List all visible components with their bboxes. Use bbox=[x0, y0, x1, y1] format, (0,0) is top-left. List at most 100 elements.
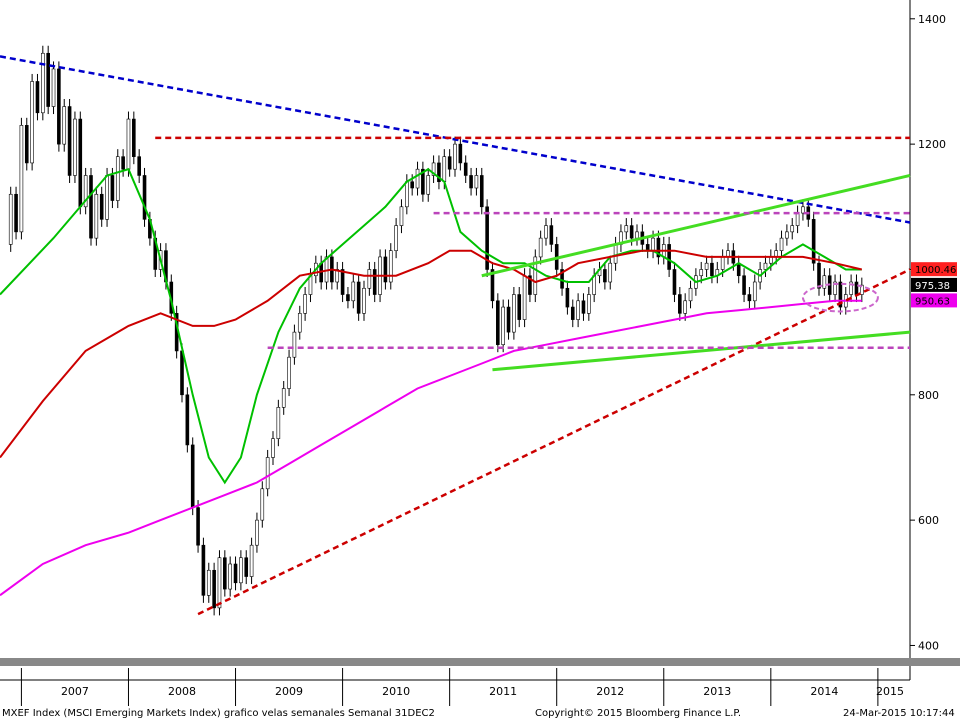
price-candle bbox=[672, 269, 677, 295]
price-candle bbox=[394, 225, 398, 251]
price-candle bbox=[683, 300, 687, 314]
price-candle bbox=[410, 181, 414, 189]
price-candle bbox=[223, 557, 227, 590]
price-candle bbox=[453, 143, 457, 170]
y-tick-label: 800 bbox=[918, 389, 939, 402]
price-candle bbox=[67, 106, 72, 176]
price-candle bbox=[78, 118, 83, 208]
price-candle bbox=[592, 275, 596, 295]
price-candle bbox=[560, 269, 564, 289]
price-candle bbox=[426, 175, 431, 195]
value-label-text: 950.63 bbox=[915, 296, 950, 307]
price-candle bbox=[105, 175, 109, 220]
price-candle bbox=[822, 275, 827, 289]
price-candle bbox=[635, 231, 639, 239]
price-candle bbox=[742, 275, 746, 295]
price-candle bbox=[276, 407, 281, 439]
price-candle bbox=[688, 287, 693, 302]
price-candle bbox=[260, 488, 265, 521]
price-candle bbox=[442, 156, 447, 183]
price-candle bbox=[501, 306, 505, 345]
price-candle bbox=[528, 275, 532, 295]
x-axis-band bbox=[0, 658, 960, 666]
price-candle bbox=[94, 193, 99, 239]
price-candle bbox=[849, 281, 853, 295]
price-candle bbox=[399, 206, 404, 226]
price-candle bbox=[30, 81, 34, 164]
price-candle bbox=[24, 125, 29, 164]
price-candle bbox=[356, 281, 361, 314]
price-candle bbox=[720, 256, 725, 270]
price-candle bbox=[581, 300, 586, 314]
price-candle bbox=[73, 118, 77, 176]
price-candle bbox=[490, 269, 495, 302]
x-tick-label: 2010 bbox=[382, 685, 410, 698]
price-candle bbox=[271, 438, 275, 458]
price-candle bbox=[576, 300, 580, 320]
footer: MXEF Index (MSCI Emerging Markets Index)… bbox=[2, 708, 955, 719]
y-tick-label: 400 bbox=[918, 639, 939, 652]
price-candle bbox=[115, 156, 120, 201]
price-candle bbox=[351, 281, 356, 302]
price-candle bbox=[132, 118, 136, 157]
trend-line bbox=[197, 268, 911, 616]
price-candle bbox=[41, 52, 45, 114]
price-candle bbox=[362, 287, 366, 314]
price-candle bbox=[860, 284, 864, 295]
price-candle bbox=[603, 269, 607, 283]
price-candle bbox=[544, 225, 548, 239]
price-candle bbox=[458, 143, 463, 164]
moving-average-line bbox=[0, 299, 862, 597]
price-candle bbox=[415, 168, 420, 189]
price-candle bbox=[549, 225, 554, 245]
price-candle bbox=[99, 193, 104, 220]
price-candle bbox=[287, 356, 291, 389]
price-candle bbox=[292, 331, 297, 358]
price-candle bbox=[811, 219, 816, 264]
value-labels: 1000.46 975.38 950.63 bbox=[911, 262, 957, 308]
price-candle bbox=[512, 294, 516, 333]
price-candle bbox=[447, 156, 452, 170]
price-candle bbox=[656, 237, 661, 258]
price-candle bbox=[255, 519, 259, 546]
price-candle bbox=[421, 168, 425, 195]
price-candle bbox=[19, 125, 24, 233]
price-candle bbox=[46, 52, 50, 107]
price-candle bbox=[437, 162, 441, 183]
price-candle bbox=[838, 281, 843, 308]
x-tick-label: 2014 bbox=[810, 685, 838, 698]
price-candle bbox=[522, 275, 527, 320]
price-candle bbox=[570, 306, 575, 320]
price-candle bbox=[587, 294, 591, 314]
price-candle bbox=[383, 256, 388, 283]
price-candle bbox=[8, 193, 13, 245]
price-candle bbox=[699, 269, 704, 277]
price-candle bbox=[496, 300, 500, 345]
price-candle bbox=[14, 193, 18, 233]
y-tick-label: 600 bbox=[918, 514, 939, 527]
x-tick-label: 2009 bbox=[275, 685, 303, 698]
price-candle bbox=[565, 287, 570, 308]
value-label-box bbox=[911, 293, 957, 308]
price-candle bbox=[517, 294, 522, 320]
price-candle bbox=[228, 563, 232, 590]
price-candle bbox=[297, 313, 302, 333]
price-candle bbox=[785, 231, 789, 239]
footer-left: MXEF Index (MSCI Emerging Markets Index)… bbox=[2, 708, 435, 719]
price-candle bbox=[710, 262, 714, 277]
value-label-box bbox=[911, 277, 957, 292]
price-candle bbox=[340, 269, 345, 295]
footer-center: Copyright© 2015 Bloomberg Finance L.P. bbox=[535, 708, 741, 719]
moving-average-line bbox=[0, 167, 862, 485]
price-candle bbox=[185, 394, 190, 446]
price-candle bbox=[463, 162, 468, 176]
price-candle bbox=[479, 175, 484, 208]
price-candle bbox=[629, 225, 634, 239]
trend-line bbox=[492, 330, 911, 372]
price-candle bbox=[667, 244, 671, 270]
price-candle bbox=[303, 294, 307, 314]
price-candle bbox=[474, 175, 479, 189]
price-candle bbox=[747, 294, 752, 302]
price-candle bbox=[795, 212, 800, 226]
